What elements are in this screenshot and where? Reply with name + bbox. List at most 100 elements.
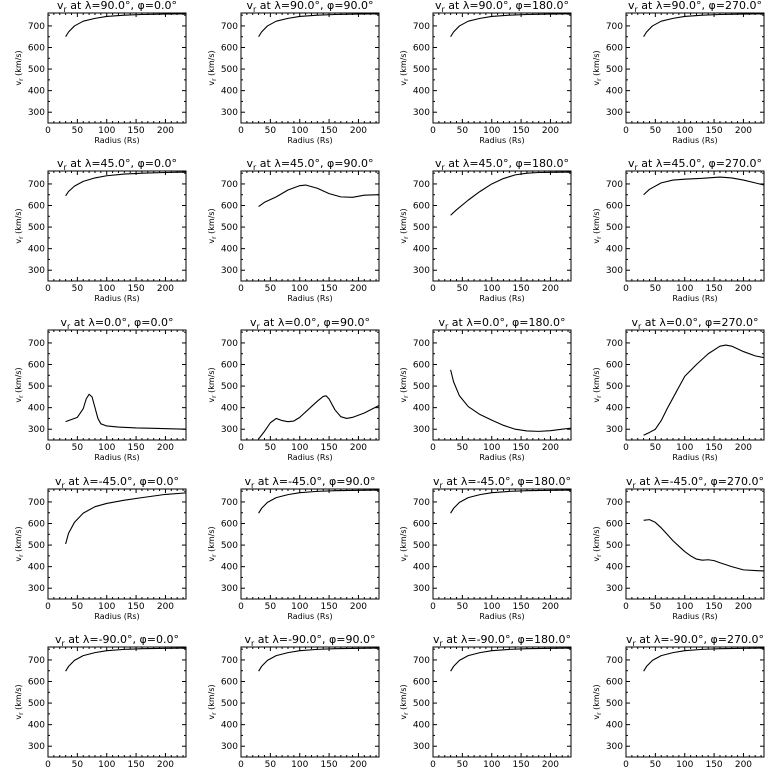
subplot: vr at λ=45.0°, φ=90.0° 0 50 100 150 200 300 400… — [207, 157, 380, 303]
y-tick-label: 700 — [413, 339, 430, 349]
subplot-title: vr at λ=90.0°, φ=90.0° — [246, 0, 373, 14]
y-tick-label: 500 — [413, 223, 430, 233]
plot-frame — [240, 329, 380, 441]
x-tick-label: 50 — [650, 602, 662, 612]
y-tick-label: 700 — [606, 180, 623, 190]
plot-frame — [625, 646, 765, 758]
y-tick-label: 400 — [28, 245, 45, 255]
y-tick-label: 400 — [606, 245, 623, 255]
x-tick-label: 50 — [265, 443, 277, 453]
y-tick-label: 600 — [221, 202, 238, 212]
series-line — [258, 13, 380, 38]
subplot-title: vr at λ=0.0°, φ=90.0° — [250, 316, 370, 331]
series-line — [65, 13, 187, 38]
subplot: vr at λ=90.0°, φ=0.0° 0 50 100 150 200 300 400 5… — [14, 0, 187, 145]
y-tick-label: 300 — [413, 584, 430, 594]
y-tick-label: 700 — [28, 656, 45, 666]
x-tick-label: 200 — [542, 602, 559, 612]
series-line — [643, 647, 765, 672]
x-tick-label: 100 — [98, 126, 115, 136]
x-tick-label: 200 — [350, 126, 367, 136]
series-line — [258, 489, 380, 514]
plot-frame — [432, 12, 572, 124]
x-axis-label: Radius (Rs) — [479, 612, 524, 621]
y-axis-label: vr (km/s) — [207, 684, 218, 719]
x-axis-label: Radius (Rs) — [479, 294, 524, 303]
y-tick-label: 400 — [606, 721, 623, 731]
x-axis-label: Radius (Rs) — [479, 453, 524, 462]
y-axis-label: vr (km/s) — [14, 50, 25, 85]
plot-frame — [625, 329, 765, 441]
subplot: vr at λ=90.0°, φ=90.0° 0 50 100 150 200 300 400… — [207, 0, 380, 145]
y-tick-label: 600 — [221, 361, 238, 371]
y-tick-label: 700 — [413, 656, 430, 666]
y-tick-label: 400 — [413, 404, 430, 414]
x-tick-label: 100 — [98, 284, 115, 294]
plot-frame — [47, 646, 187, 758]
y-tick-label: 300 — [221, 584, 238, 594]
x-tick-label: 100 — [483, 760, 500, 768]
y-tick-label: 700 — [606, 656, 623, 666]
y-tick-label: 700 — [221, 498, 238, 508]
y-tick-label: 700 — [606, 22, 623, 32]
x-axis-label: Radius (Rs) — [287, 294, 332, 303]
x-tick-label: 0 — [238, 443, 244, 453]
y-tick-label: 300 — [221, 742, 238, 752]
series-line — [450, 13, 572, 38]
series-line — [643, 519, 765, 572]
subplot: vr at λ=-90.0°, φ=180.0° 0 50 100 150 200 300 4… — [399, 633, 572, 768]
y-axis-label: vr (km/s) — [14, 367, 25, 402]
plot-frame — [432, 170, 572, 282]
x-tick-label: 150 — [512, 602, 529, 612]
y-tick-label: 300 — [606, 425, 623, 435]
y-tick-label: 700 — [221, 339, 238, 349]
y-tick-label: 400 — [221, 721, 238, 731]
plot-frame — [432, 646, 572, 758]
subplot-title: vr at λ=-45.0°, φ=0.0° — [55, 475, 179, 490]
y-tick-label: 300 — [606, 266, 623, 276]
x-tick-label: 0 — [430, 126, 436, 136]
y-tick-label: 600 — [413, 44, 430, 54]
series-line — [450, 171, 572, 216]
subplot-title: vr at λ=0.0°, φ=180.0° — [438, 316, 565, 331]
y-tick-label: 600 — [413, 520, 430, 530]
y-axis-label: vr (km/s) — [399, 50, 410, 85]
y-tick-label: 400 — [28, 87, 45, 97]
x-tick-label: 50 — [650, 760, 662, 768]
plot-frame — [625, 170, 765, 282]
x-axis-label: Radius (Rs) — [94, 612, 139, 621]
y-tick-label: 300 — [413, 108, 430, 118]
y-tick-label: 500 — [28, 699, 45, 709]
y-tick-label: 500 — [606, 65, 623, 75]
y-axis-label: vr (km/s) — [399, 526, 410, 561]
y-axis-label: vr (km/s) — [399, 367, 410, 402]
x-tick-label: 0 — [430, 760, 436, 768]
y-tick-label: 300 — [28, 266, 45, 276]
series-line — [450, 369, 572, 432]
subplot: vr at λ=-90.0°, φ=90.0° 0 50 100 150 200 300 40… — [207, 633, 380, 768]
series-line — [643, 176, 765, 196]
series-line — [258, 184, 380, 208]
y-tick-label: 300 — [413, 425, 430, 435]
y-tick-label: 300 — [28, 425, 45, 435]
x-tick-label: 0 — [45, 602, 51, 612]
subplot: vr at λ=90.0°, φ=270.0° 0 50 100 150 200 300 40… — [592, 0, 765, 145]
subplot: vr at λ=-90.0°, φ=270.0° 0 50 100 150 200 300 4… — [592, 633, 765, 768]
y-tick-label: 500 — [606, 382, 623, 392]
y-tick-label: 500 — [221, 541, 238, 551]
y-axis-label: vr (km/s) — [592, 367, 603, 402]
x-tick-label: 150 — [127, 602, 144, 612]
x-tick-label: 150 — [512, 284, 529, 294]
plot-frame — [240, 170, 380, 282]
subplot-title: vr at λ=-90.0°, φ=0.0° — [55, 633, 179, 648]
y-tick-label: 400 — [413, 87, 430, 97]
x-tick-label: 100 — [676, 760, 693, 768]
x-tick-label: 200 — [542, 284, 559, 294]
x-tick-label: 0 — [45, 126, 51, 136]
y-tick-label: 400 — [413, 245, 430, 255]
y-tick-label: 400 — [221, 563, 238, 573]
x-axis-label: Radius (Rs) — [287, 453, 332, 462]
y-tick-label: 400 — [28, 404, 45, 414]
x-tick-label: 0 — [238, 284, 244, 294]
